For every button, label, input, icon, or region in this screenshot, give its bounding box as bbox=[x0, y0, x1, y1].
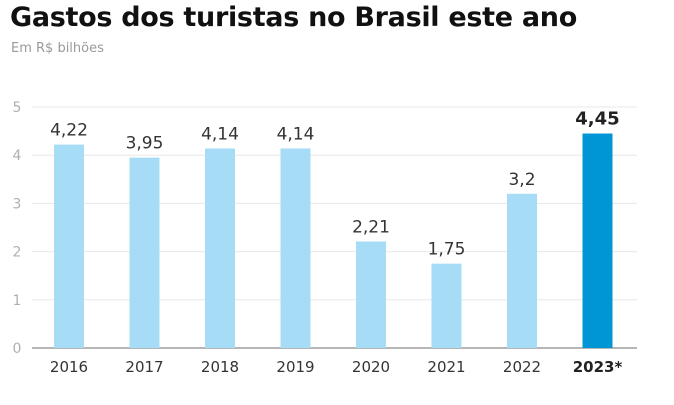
y-tick-label: 2 bbox=[13, 245, 22, 261]
bar-2018 bbox=[205, 148, 235, 348]
data-label: 3,95 bbox=[126, 134, 164, 154]
x-tick-label: 2022 bbox=[503, 358, 541, 376]
y-tick-label: 5 bbox=[13, 100, 22, 116]
data-label: 4,22 bbox=[50, 121, 88, 141]
chart-title: Gastos dos turistas no Brasil este ano bbox=[10, 2, 577, 33]
gridlines bbox=[32, 106, 637, 349]
x-tick-label: 2018 bbox=[201, 358, 239, 376]
data-label: 4,14 bbox=[277, 124, 315, 144]
data-label: 2,21 bbox=[352, 217, 390, 237]
x-tick-label: 2020 bbox=[352, 358, 390, 376]
bar-2020 bbox=[356, 241, 386, 348]
chart-subtitle: Em R$ bilhões bbox=[11, 41, 104, 56]
x-tick-label: 2023* bbox=[573, 358, 623, 376]
bar-2017 bbox=[129, 157, 160, 348]
bar-2016 bbox=[54, 144, 84, 348]
data-label: 4,14 bbox=[201, 124, 239, 144]
y-tick-label: 4 bbox=[13, 148, 22, 164]
y-tick-label: 3 bbox=[13, 196, 22, 212]
bar-2022 bbox=[507, 193, 537, 348]
bar-2023 bbox=[582, 133, 613, 348]
bars bbox=[54, 133, 613, 348]
x-axis-ticks: 2016 2017 2018 2019 2020 2021 2022 2023* bbox=[50, 358, 623, 376]
data-label: 1,75 bbox=[428, 240, 466, 260]
bar-2021 bbox=[431, 263, 462, 348]
x-tick-label: 2019 bbox=[276, 358, 314, 376]
y-tick-label: 1 bbox=[13, 293, 22, 309]
y-tick-label: 0 bbox=[13, 341, 22, 357]
bar-2019 bbox=[280, 148, 311, 348]
data-label: 4,45 bbox=[575, 109, 619, 130]
x-tick-label: 2016 bbox=[50, 358, 88, 376]
data-label: 3,2 bbox=[508, 170, 535, 190]
x-tick-label: 2017 bbox=[125, 358, 163, 376]
data-labels: 4,22 3,95 4,14 4,14 2,21 1,75 3,2 4,45 bbox=[50, 109, 620, 260]
y-axis-ticks: 0 1 2 3 4 5 bbox=[13, 100, 22, 357]
x-tick-label: 2021 bbox=[427, 358, 465, 376]
